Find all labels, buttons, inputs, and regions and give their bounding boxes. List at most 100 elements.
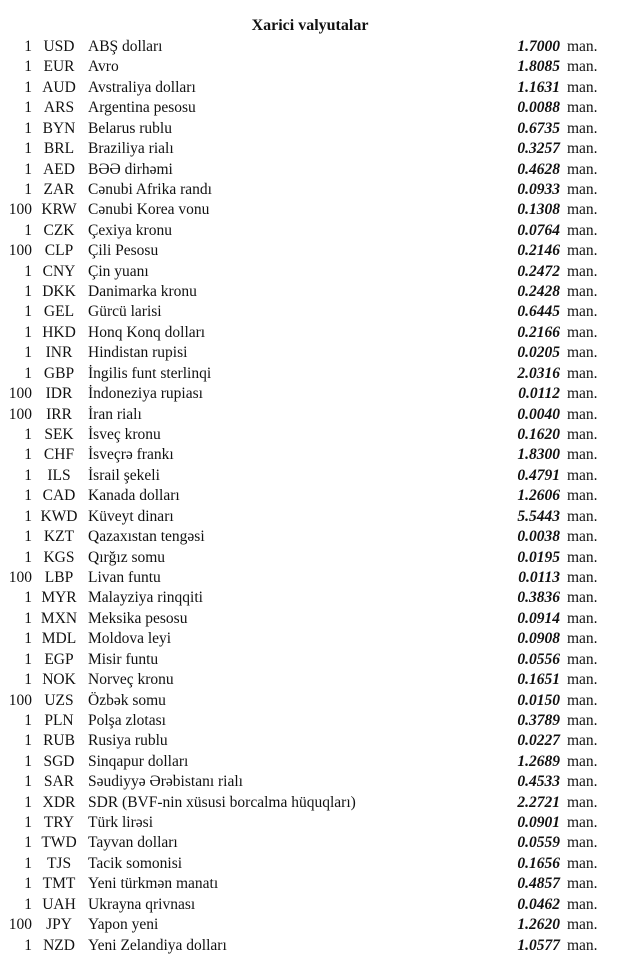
- exchange-rate: 0.3257: [517, 140, 560, 158]
- currency-name: İndoneziya rupiası: [88, 385, 203, 403]
- currency-unit: man.: [567, 691, 598, 709]
- exchange-rate: 0.2166: [517, 323, 560, 341]
- currency-unit: man.: [567, 752, 598, 770]
- currency-amount: 1: [24, 323, 32, 341]
- exchange-rate: 0.6735: [517, 119, 560, 137]
- currency-row: 1 CZK Çexiya kronu 0.0764 man.: [0, 221, 620, 241]
- currency-code: TMT: [42, 875, 76, 893]
- exchange-rate: 0.0205: [517, 344, 560, 362]
- currency-amount: 100: [8, 201, 32, 219]
- currency-amount: 1: [24, 793, 32, 811]
- exchange-rate: 0.0559: [517, 834, 560, 852]
- currency-name: Malayziya rinqqiti: [88, 589, 203, 607]
- exchange-rate: 0.3789: [517, 711, 560, 729]
- currency-row: 1 HKD Honq Konq dolları 0.2166 man.: [0, 323, 620, 343]
- currency-name: Özbək somu: [88, 691, 166, 709]
- currency-name: Braziliya rialı: [88, 140, 174, 158]
- exchange-rate: 5.5443: [517, 507, 560, 525]
- currency-row: 100 UZS Özbək somu 0.0150 man.: [0, 691, 620, 711]
- currency-amount: 1: [24, 711, 32, 729]
- currency-row: 1 XDR SDR (BVF-nin xüsusi borcalma hüquqla…: [0, 793, 620, 813]
- currency-row: 1 SGD Sinqapur dolları 1.2689 man.: [0, 752, 620, 772]
- currency-name: Cənubi Korea vonu: [88, 201, 210, 219]
- exchange-rate: 0.0038: [517, 528, 560, 546]
- exchange-rate: 0.0150: [517, 691, 560, 709]
- currency-row: 1 TMT Yeni türkmən manatı 0.4857 man.: [0, 874, 620, 894]
- exchange-rate: 0.1651: [517, 671, 560, 689]
- currency-name: Argentina pesosu: [88, 99, 196, 117]
- currency-row: 100 LBP Livan funtu 0.0113 man.: [0, 568, 620, 588]
- currency-unit: man.: [567, 364, 598, 382]
- currency-unit: man.: [567, 58, 598, 76]
- currency-row: 1 TWD Tayvan dolları 0.0559 man.: [0, 833, 620, 853]
- currency-name: Ukrayna qrivnası: [88, 895, 196, 913]
- currency-amount: 1: [24, 119, 32, 137]
- currency-unit: man.: [567, 323, 598, 341]
- currency-code: GBP: [43, 364, 75, 382]
- currency-row: 1 KWD Küveyt dinarı 5.5443 man.: [0, 507, 620, 527]
- currency-amount: 1: [24, 507, 32, 525]
- currency-amount: 100: [8, 916, 32, 934]
- currency-amount: 1: [24, 38, 32, 55]
- currency-code: BYN: [42, 119, 76, 137]
- currency-code: NZD: [43, 936, 75, 954]
- currency-unit: man.: [567, 160, 598, 178]
- currency-row: 1 GBP İngilis funt sterlinqi 2.0316 man.: [0, 364, 620, 384]
- currency-unit: man.: [567, 630, 598, 648]
- currency-unit: man.: [567, 78, 598, 96]
- currency-code: ARS: [43, 99, 75, 117]
- currency-code: KGS: [43, 548, 75, 566]
- currency-amount: 100: [8, 405, 32, 423]
- currency-amount: 1: [24, 344, 32, 362]
- currency-unit: man.: [567, 466, 598, 484]
- currency-code: KZT: [43, 528, 75, 546]
- currency-row: 100 CLP Çili Pesosu 0.2146 man.: [0, 241, 620, 261]
- exchange-rate: 2.2721: [517, 793, 560, 811]
- currency-code: SGD: [43, 752, 75, 770]
- currency-amount: 1: [24, 650, 32, 668]
- currency-rate-list: 1 USD ABŞ dolları 1.7000 man. 1 EUR Avro 1.8085 m…: [0, 37, 620, 956]
- exchange-rate: 0.1620: [517, 426, 560, 444]
- currency-unit: man.: [567, 936, 598, 954]
- currency-code: INR: [45, 344, 73, 362]
- currency-amount: 1: [24, 180, 32, 198]
- currency-code: ZAR: [43, 180, 75, 198]
- currency-name: Gürcü larisi: [88, 303, 162, 321]
- exchange-rate: 0.2428: [517, 283, 560, 301]
- currency-row: 1 KZT Qazaxıstan tengəsi 0.0038 man.: [0, 527, 620, 547]
- currency-amount: 1: [24, 834, 32, 852]
- exchange-rate: 0.4628: [517, 160, 560, 178]
- currency-unit: man.: [567, 262, 598, 280]
- exchange-rate: 0.0088: [517, 99, 560, 117]
- currency-amount: 1: [24, 466, 32, 484]
- exchange-rate: 0.0764: [517, 221, 560, 239]
- currency-code: MDL: [41, 630, 77, 648]
- currency-row: 1 CNY Çin yuanı 0.2472 man.: [0, 262, 620, 282]
- currency-name: Moldova leyi: [88, 630, 172, 648]
- currency-unit: man.: [567, 38, 598, 55]
- currency-amount: 1: [24, 446, 32, 464]
- exchange-rate: 0.0908: [517, 630, 560, 648]
- currency-unit: man.: [567, 814, 598, 832]
- currency-unit: man.: [567, 568, 598, 586]
- currency-unit: man.: [567, 916, 598, 934]
- currency-code: EUR: [43, 58, 75, 76]
- currency-amount: 100: [8, 691, 32, 709]
- currency-amount: 1: [24, 854, 32, 872]
- currency-amount: 100: [8, 385, 32, 403]
- exchange-rate: 0.4533: [517, 773, 560, 791]
- currency-code: PLN: [44, 711, 74, 729]
- exchange-rate: 0.0556: [517, 650, 560, 668]
- currency-name: İran rialı: [88, 405, 142, 423]
- currency-amount: 1: [24, 589, 32, 607]
- currency-row: 1 TRY Türk lirəsi 0.0901 man.: [0, 813, 620, 833]
- currency-name: Avro: [88, 58, 119, 76]
- currency-row: 1 DKK Danimarka kronu 0.2428 man.: [0, 282, 620, 302]
- exchange-rate: 1.2620: [517, 916, 560, 934]
- currency-name: Çili Pesosu: [88, 242, 159, 260]
- currency-unit: man.: [567, 650, 598, 668]
- currency-name: BƏƏ dirhəmi: [88, 160, 173, 178]
- currency-code: AUD: [42, 78, 76, 96]
- currency-row: 1 USD ABŞ dolları 1.7000 man.: [0, 37, 620, 57]
- currency-name: Küveyt dinarı: [88, 507, 174, 525]
